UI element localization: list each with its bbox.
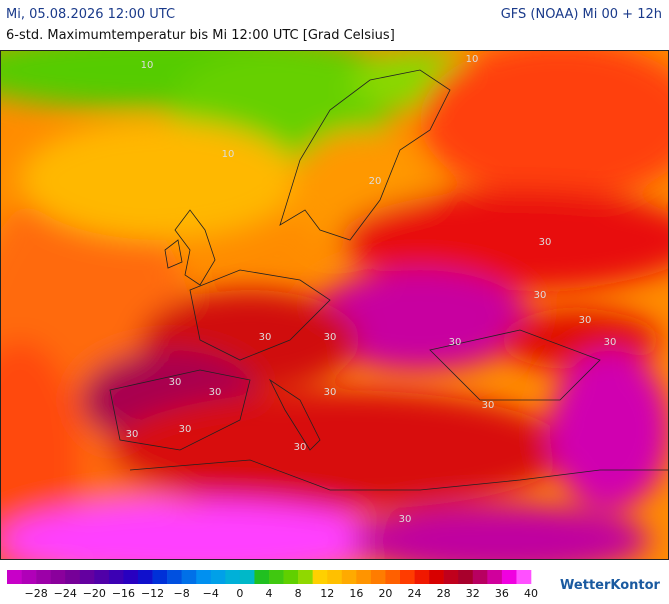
- legend-label: 16: [349, 587, 363, 600]
- legend-label: 12: [320, 587, 334, 600]
- legend-label: 28: [437, 587, 451, 600]
- legend-swatch: [341, 570, 357, 584]
- legend-swatch: [400, 570, 415, 584]
- legend-swatch: [458, 570, 474, 584]
- contour-label: 30: [169, 377, 182, 388]
- legend-swatch: [36, 570, 51, 584]
- legend-label: 20: [378, 587, 392, 600]
- contour-label: 30: [604, 337, 617, 348]
- date-label: Mi, 05.08.2026 12:00 UTC: [6, 7, 175, 22]
- contour-label: 30: [209, 387, 222, 398]
- legend-swatch: [414, 570, 430, 584]
- legend-swatch: [65, 570, 81, 584]
- legend-swatch: [152, 570, 168, 584]
- contour-label: 30: [399, 514, 412, 525]
- legend-swatch: [487, 570, 503, 584]
- legend-swatch: [138, 570, 153, 584]
- legend-swatch: [210, 570, 226, 584]
- legend-swatch: [429, 570, 444, 584]
- legend-swatch: [443, 570, 459, 584]
- legend-swatch: [312, 570, 328, 584]
- contour-label: 30: [324, 332, 337, 343]
- legend-swatch: [269, 570, 284, 584]
- legend-swatch: [94, 570, 110, 584]
- legend-label: 4: [266, 587, 273, 600]
- contour-label: 30: [534, 290, 547, 301]
- contour-label: 30: [126, 429, 139, 440]
- contour-label: 30: [294, 442, 307, 453]
- subtitle: 6-std. Maximumtemperatur bis Mi 12:00 UT…: [6, 28, 395, 43]
- legend-label: 24: [408, 587, 422, 600]
- legend-swatch: [7, 570, 22, 584]
- legend-swatch: [167, 570, 182, 584]
- legend-label: 36: [495, 587, 509, 600]
- legend-swatch: [356, 570, 372, 584]
- legend-swatch: [21, 570, 37, 584]
- legend-swatch: [239, 570, 255, 584]
- legend-swatch: [196, 570, 212, 584]
- legend-swatch: [123, 570, 139, 584]
- legend-label: 8: [295, 587, 302, 600]
- contour-label: 20: [369, 176, 382, 187]
- legend-swatch: [370, 570, 386, 584]
- legend-swatch: [254, 570, 270, 584]
- contour-label: 10: [466, 54, 479, 65]
- contour-label: 30: [539, 237, 552, 248]
- legend-swatch: [108, 570, 124, 584]
- legend-swatch: [181, 570, 197, 584]
- legend-label: −12: [141, 587, 164, 600]
- contour-label: 30: [579, 315, 592, 326]
- legend-label: 32: [466, 587, 480, 600]
- legend-swatch: [225, 570, 241, 584]
- logo: WetterKontor: [560, 578, 661, 593]
- legend-swatch: [298, 570, 313, 584]
- legend-label: −8: [174, 587, 190, 600]
- legend: −28 −24 −20 −16 −12 −8 −4 0 4 8 12 16 20 24 28 32 36 40: [7, 570, 538, 600]
- legend-swatch: [79, 570, 95, 584]
- legend-swatch: [385, 570, 401, 584]
- contour-label: 10: [222, 149, 235, 160]
- legend-label: −20: [83, 587, 106, 600]
- legend-swatch: [283, 570, 299, 584]
- legend-label: 0: [236, 587, 243, 600]
- legend-label: −16: [112, 587, 135, 600]
- contour-label: 30: [324, 387, 337, 398]
- contour-label: 10: [141, 60, 154, 71]
- legend-label: −24: [54, 587, 77, 600]
- contour-label: 30: [449, 337, 462, 348]
- legend-swatch: [501, 570, 517, 584]
- legend-label: −4: [203, 587, 219, 600]
- contour-label: 30: [179, 424, 192, 435]
- legend-swatch: [50, 570, 66, 584]
- contour-label: 30: [259, 332, 272, 343]
- legend-swatch: [472, 570, 488, 584]
- map: 10 10 10 20 30 30 30 30 30 30 30 30 30 30 30 30 30 30 30: [1, 51, 668, 559]
- legend-label: 40: [524, 587, 538, 600]
- legend-swatch: [327, 570, 343, 584]
- model-label: GFS (NOAA) Mi 00 + 12h: [501, 7, 662, 22]
- legend-swatch: [516, 570, 532, 584]
- legend-label: −28: [25, 587, 48, 600]
- contour-label: 30: [482, 400, 495, 411]
